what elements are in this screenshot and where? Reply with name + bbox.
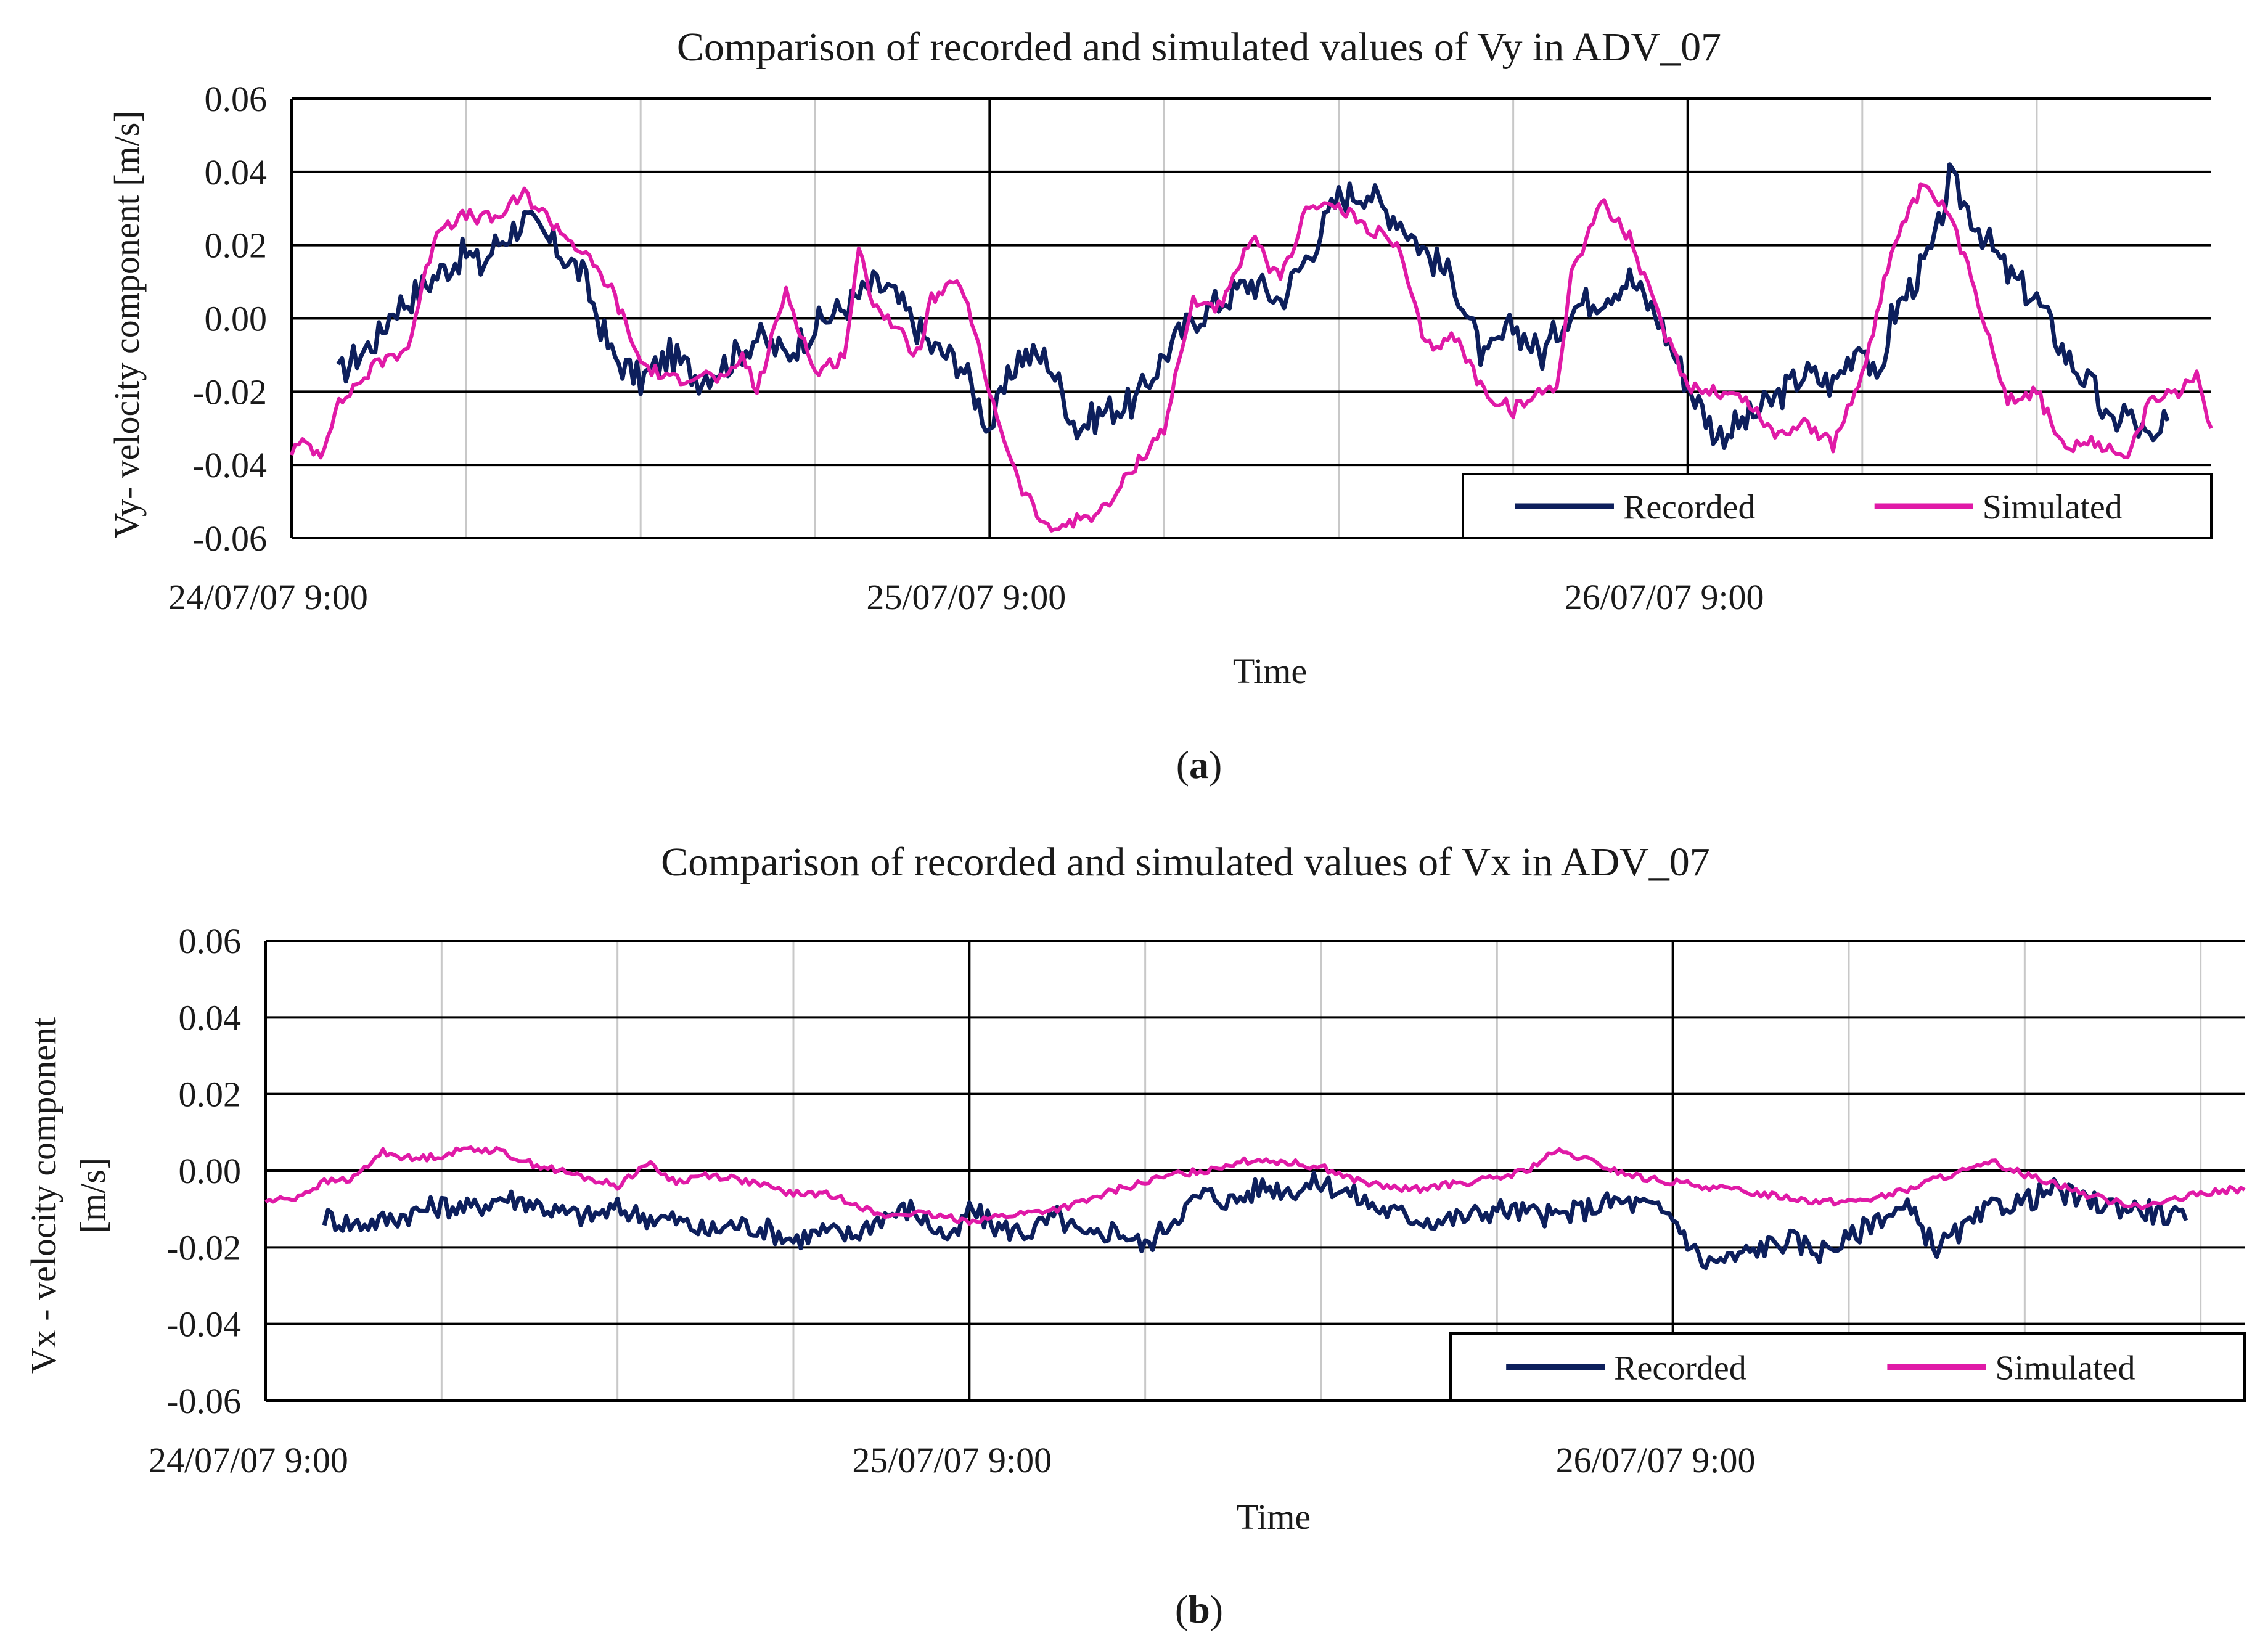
y-tick-label: -0.02 [192, 372, 267, 412]
legend-label-recorded: Recorded [1623, 488, 1756, 526]
y-tick-label: -0.06 [192, 518, 267, 559]
y-tick-label: 0.00 [179, 1151, 242, 1191]
chart-panel-a: 0.06 0.04 0.02 0.00 -0.02 -0.04 -0.06 24/07/07 … [107, 25, 2213, 787]
panel-caption: (b) [1175, 1587, 1223, 1631]
y-tick-label: 0.04 [179, 997, 242, 1038]
legend-label-simulated: Simulated [1995, 1349, 2135, 1388]
legend-label-recorded: Recorded [1614, 1349, 1746, 1388]
y-tick-label: 0.02 [205, 226, 268, 266]
y-axis-label-line2: [m/s] [73, 1158, 113, 1233]
y-axis-label: Vy- velocity component [m/s] [107, 110, 147, 538]
caption-close-paren: ) [1210, 1587, 1223, 1631]
y-axis-label: Vx - velocity component [23, 1017, 63, 1374]
series-line-simulated [264, 1145, 2246, 1226]
panel-caption: (a) [1176, 743, 1222, 787]
y-tick-label: -0.06 [166, 1381, 241, 1421]
y-tick-label: -0.04 [166, 1304, 241, 1345]
caption-close-paren: ) [1209, 743, 1222, 787]
caption-letter: a [1189, 743, 1209, 787]
chart-title: Comparison of recorded and simulated val… [661, 840, 1710, 885]
caption-letter: b [1188, 1587, 1210, 1631]
chart-panel-b: 0.06 0.04 0.02 0.00 -0.02 -0.04 -0.06 24/07/07 … [23, 840, 2246, 1631]
chart-title: Comparison of recorded and simulated val… [677, 25, 1721, 70]
y-tick-label: 0.06 [179, 921, 242, 961]
y-tick-label: 0.06 [205, 79, 268, 119]
y-tick-label: -0.04 [192, 445, 267, 485]
x-tick-label: 26/07/07 9:00 [1565, 577, 1764, 617]
y-tick-label: 0.00 [205, 299, 268, 339]
x-tick-label: 26/07/07 9:00 [1556, 1440, 1756, 1480]
x-tick-label: 25/07/07 9:00 [866, 577, 1066, 617]
series-line-recorded [336, 162, 2170, 450]
series-line-recorded [322, 1170, 2188, 1271]
x-axis-label: Time [1237, 1497, 1311, 1537]
x-axis-label: Time [1233, 651, 1307, 691]
legend-label-simulated: Simulated [1983, 488, 2123, 526]
x-tick-label: 24/07/07 9:00 [149, 1440, 348, 1480]
x-tick-label: 24/07/07 9:00 [168, 577, 368, 617]
series-line-simulated [290, 182, 2213, 533]
caption-open-paren: ( [1176, 743, 1189, 787]
y-tick-label: 0.02 [179, 1075, 242, 1115]
caption-open-paren: ( [1175, 1587, 1188, 1631]
y-tick-label: -0.02 [166, 1227, 241, 1267]
y-tick-label: 0.04 [205, 152, 268, 192]
x-tick-label: 25/07/07 9:00 [852, 1440, 1052, 1480]
